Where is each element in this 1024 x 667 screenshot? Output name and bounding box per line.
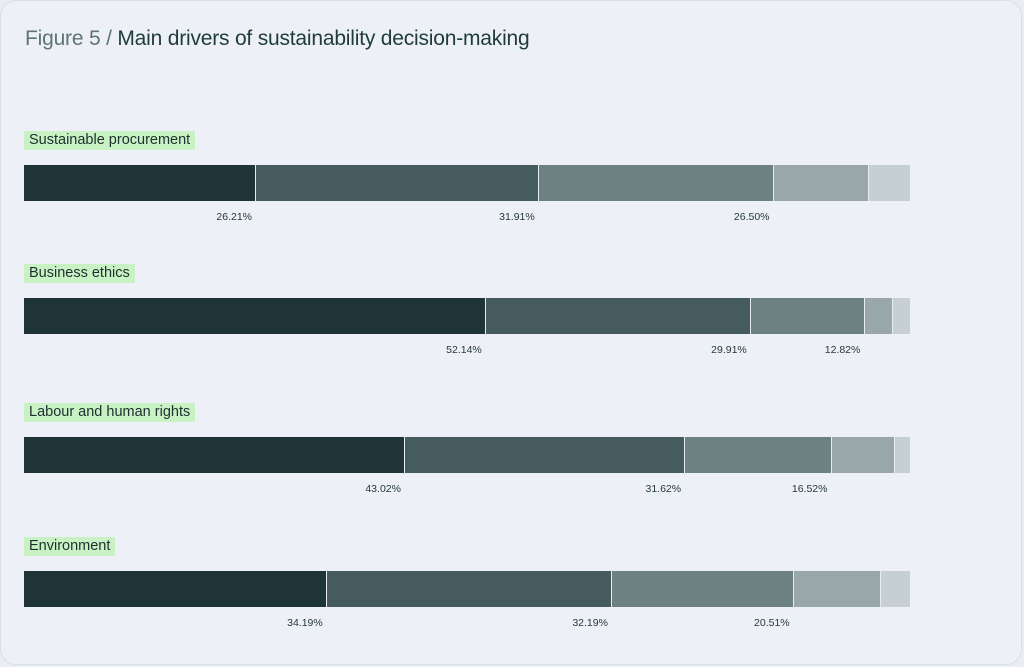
data-label: 31.62%: [645, 483, 682, 495]
bar-segment: [864, 298, 893, 334]
data-label: 29.91%: [711, 344, 747, 356]
bar-segment: [773, 165, 869, 201]
data-label: 20.51%: [754, 617, 790, 629]
chart-title: Figure 5 / Main drivers of sustainabilit…: [25, 27, 530, 51]
bar-segment: [24, 298, 486, 334]
data-label: 52.14%: [446, 344, 482, 356]
stacked-bar: [24, 165, 910, 201]
bar-segment: [538, 165, 774, 201]
stacked-bar: [24, 437, 910, 473]
bar-segment: [880, 571, 910, 607]
bar-segment: [326, 571, 613, 607]
stacked-bar: [24, 298, 910, 334]
bar-segment: [24, 571, 327, 607]
bar-segment: [612, 571, 794, 607]
bar-segment: [405, 437, 686, 473]
data-label: 43.02%: [365, 483, 401, 495]
bar-segment: [894, 437, 910, 473]
bar-segment: [831, 437, 895, 473]
data-label: 12.82%: [824, 344, 861, 356]
bar-segment: [24, 165, 257, 201]
figure-number: Figure 5 /: [25, 27, 112, 50]
category-label: Business ethics: [24, 264, 135, 283]
data-label: 31.91%: [499, 211, 535, 223]
category-label: Environment: [24, 537, 116, 556]
data-label: 32.19%: [572, 617, 608, 629]
bar-segment: [868, 165, 910, 201]
bar-segment: [793, 571, 881, 607]
data-label: 26.50%: [733, 211, 770, 223]
stacked-bar: [24, 571, 910, 607]
bar-segment: [24, 437, 406, 473]
bar-segment: [685, 437, 832, 473]
data-label: 26.21%: [216, 211, 253, 223]
bar-segment: [256, 165, 539, 201]
data-label: 16.52%: [791, 483, 828, 495]
category-label: Labour and human rights: [24, 403, 196, 422]
figure-title: Main drivers of sustainability decision-…: [117, 27, 530, 50]
category-label: Sustainable procurement: [24, 131, 196, 150]
bar-segment: [485, 298, 751, 334]
bar-segment: [892, 298, 910, 334]
data-label: 34.19%: [287, 617, 323, 629]
bar-segment: [750, 298, 865, 334]
